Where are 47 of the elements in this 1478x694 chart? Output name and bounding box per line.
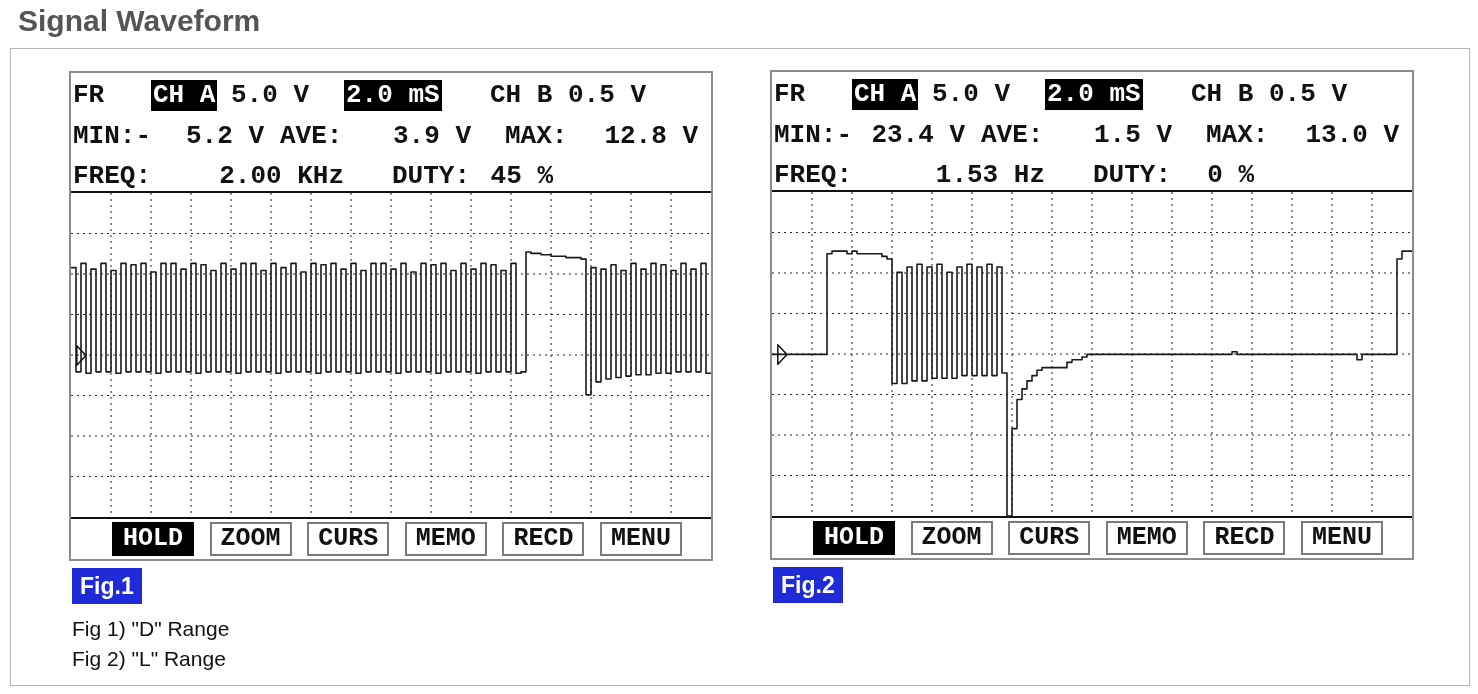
text: 3.9 V	[392, 121, 471, 151]
text: AVE:	[280, 121, 343, 151]
text: 23.4 V	[871, 120, 965, 150]
button: CURS	[307, 522, 390, 556]
text: 5.0 V	[932, 79, 1011, 109]
text: MAX:	[505, 121, 568, 151]
caption: Fig 2) "L" Range	[72, 646, 226, 672]
text: MIN:-	[774, 120, 853, 150]
text: 13.0 V	[1305, 120, 1399, 150]
text: FR	[774, 79, 806, 109]
button: ZOOM	[910, 521, 993, 555]
text: 0 %	[1207, 160, 1254, 190]
text: FREQ:	[774, 160, 853, 190]
text: DUTY:	[392, 161, 471, 191]
text: 2.00 KHz	[219, 161, 344, 191]
caption: Fig.1	[72, 568, 142, 604]
text: 1.53 Hz	[935, 160, 1045, 190]
button: CURS	[1008, 521, 1091, 555]
text: CH B 0.5 V	[490, 80, 647, 110]
text: 1.5 V	[1093, 120, 1172, 150]
button: HOLD	[813, 521, 895, 555]
text: CH A	[852, 78, 919, 110]
button: MENU	[1301, 521, 1383, 555]
text: FREQ:	[73, 161, 152, 191]
text: CH B 0.5 V	[1191, 79, 1348, 109]
text: DUTY:	[1093, 160, 1172, 190]
text: 12.8 V	[604, 121, 698, 151]
chart-title: Signal Waveform	[18, 3, 261, 39]
text: 2.0 mS	[344, 79, 442, 111]
text: 5.2 V	[185, 121, 264, 151]
button: HOLD	[112, 522, 194, 556]
text: 5.0 V	[231, 80, 310, 110]
text: MAX:	[1206, 120, 1269, 150]
text: CH A	[151, 79, 218, 111]
text: MIN:-	[73, 121, 152, 151]
button: ZOOM	[209, 522, 292, 556]
button: RECD	[1203, 521, 1286, 555]
text: AVE:	[981, 120, 1044, 150]
caption: Fig.2	[773, 567, 843, 603]
caption: Fig 1) "D" Range	[72, 616, 230, 642]
text: FR	[73, 80, 105, 110]
button: MEMO	[1105, 521, 1188, 555]
text: 45 %	[490, 161, 553, 191]
button: MEMO	[404, 522, 487, 556]
button: MENU	[600, 522, 682, 556]
text: 2.0 mS	[1045, 78, 1143, 110]
button: RECD	[502, 522, 585, 556]
